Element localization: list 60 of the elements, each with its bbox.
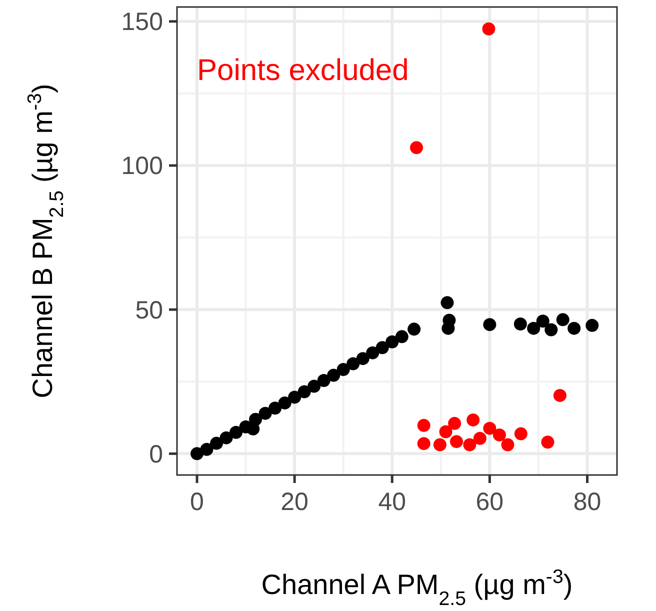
point [586, 318, 599, 332]
point [501, 438, 514, 452]
point [417, 437, 430, 450]
point [514, 427, 528, 440]
point [249, 412, 262, 426]
point [553, 388, 566, 402]
y-tick-label: 50 [135, 296, 163, 324]
point [366, 346, 380, 360]
point [356, 352, 370, 366]
point [433, 438, 446, 452]
point [308, 380, 321, 393]
x-tick-label: 60 [476, 488, 504, 516]
point [556, 313, 570, 326]
point [440, 296, 454, 310]
point [473, 432, 486, 445]
point [482, 22, 496, 36]
point [376, 341, 389, 354]
x-axis-title: Channel A PM$_{2.5}$ (µg m$^{-3}$) [261, 566, 573, 610]
point [514, 317, 527, 330]
point [536, 314, 550, 328]
x-tick-label: 80 [573, 488, 602, 516]
point [448, 416, 462, 430]
point [527, 322, 540, 335]
x-tick-label: 20 [280, 488, 308, 516]
point [466, 413, 480, 426]
point [278, 396, 292, 410]
point [541, 436, 554, 449]
point [483, 422, 496, 435]
point [410, 141, 424, 154]
y-tick-label: 0 [149, 440, 163, 468]
x-tick-label: 0 [190, 488, 204, 516]
point [268, 402, 282, 415]
point [483, 318, 496, 332]
point [230, 426, 243, 439]
point [439, 425, 452, 438]
point [298, 385, 311, 398]
y-tick-label: 150 [121, 8, 163, 36]
point [346, 357, 360, 370]
point [200, 442, 214, 456]
point [220, 431, 233, 444]
point [408, 322, 421, 336]
point [544, 323, 558, 336]
point [568, 322, 581, 335]
point [442, 322, 455, 335]
y-tick-label: 100 [121, 152, 163, 180]
x-tick-label: 40 [378, 488, 406, 516]
point [327, 368, 340, 382]
point [210, 436, 224, 450]
point [190, 447, 204, 460]
annotation: Points excluded [197, 54, 409, 87]
point [492, 428, 506, 442]
point [317, 374, 330, 387]
point [288, 390, 302, 404]
point [258, 406, 272, 420]
point [395, 330, 408, 344]
point [336, 363, 350, 376]
point [386, 335, 399, 348]
point [417, 418, 430, 432]
point [463, 438, 476, 452]
point [450, 435, 464, 448]
